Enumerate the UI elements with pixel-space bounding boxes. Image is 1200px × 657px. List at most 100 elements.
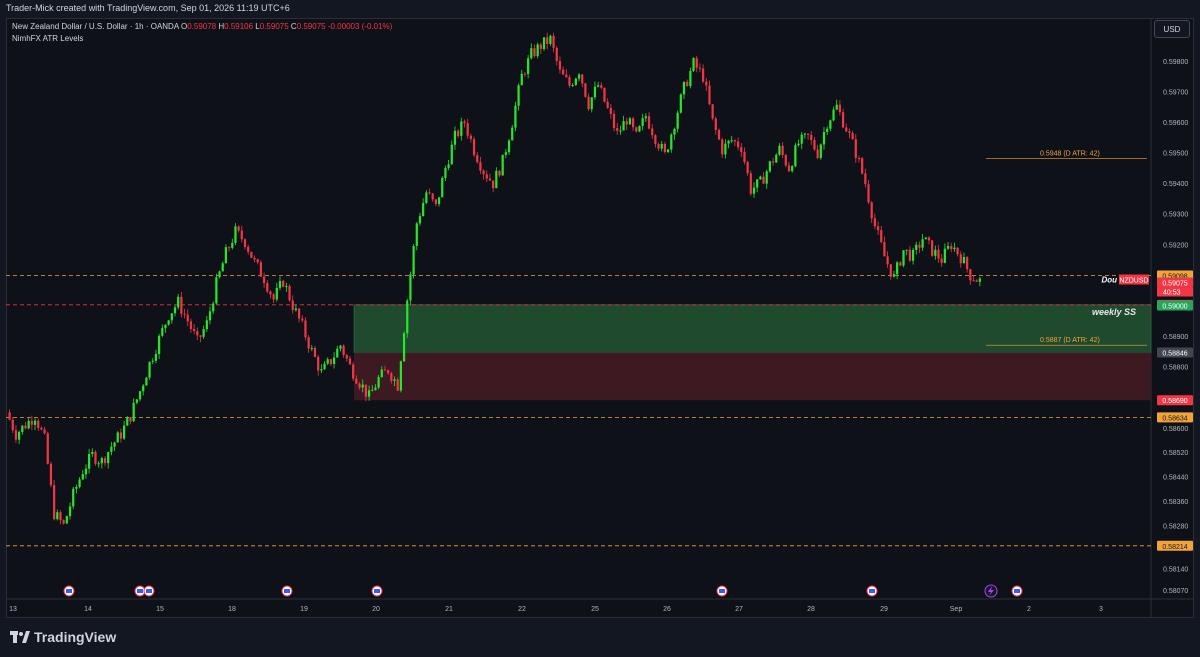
candle[interactable]: [631, 118, 635, 128]
candle[interactable]: [969, 269, 972, 281]
candle[interactable]: [568, 77, 571, 86]
candle[interactable]: [593, 86, 597, 98]
candle[interactable]: [402, 333, 406, 362]
candle[interactable]: [911, 249, 915, 261]
candle[interactable]: [822, 131, 826, 145]
candle[interactable]: [876, 226, 880, 231]
candle[interactable]: [686, 81, 689, 87]
candle[interactable]: [676, 112, 679, 129]
candle[interactable]: [886, 256, 889, 265]
candle[interactable]: [364, 384, 368, 397]
candle[interactable]: [237, 226, 240, 231]
candle[interactable]: [708, 85, 711, 105]
candle[interactable]: [466, 123, 469, 136]
candle[interactable]: [173, 307, 177, 314]
candle[interactable]: [682, 81, 686, 95]
candle[interactable]: [504, 152, 507, 155]
candle[interactable]: [962, 257, 966, 264]
candle[interactable]: [523, 73, 527, 75]
candle[interactable]: [717, 130, 721, 140]
candle[interactable]: [724, 143, 727, 155]
candle[interactable]: [806, 133, 810, 135]
candle[interactable]: [154, 353, 158, 361]
candle[interactable]: [892, 274, 896, 277]
candle[interactable]: [530, 48, 533, 59]
candle[interactable]: [129, 417, 132, 422]
candle[interactable]: [841, 112, 845, 128]
candle[interactable]: [132, 402, 135, 422]
candle[interactable]: [797, 143, 800, 146]
candle[interactable]: [581, 74, 584, 84]
candle[interactable]: [835, 104, 838, 110]
candle[interactable]: [740, 147, 743, 152]
candle[interactable]: [170, 313, 173, 321]
candle[interactable]: [393, 379, 396, 381]
candle[interactable]: [11, 419, 14, 431]
candle[interactable]: [441, 177, 444, 198]
candle[interactable]: [288, 286, 291, 301]
candle[interactable]: [371, 390, 374, 392]
candle[interactable]: [332, 357, 336, 365]
candle[interactable]: [151, 360, 154, 362]
candle[interactable]: [409, 274, 412, 301]
candle[interactable]: [848, 131, 851, 133]
candle[interactable]: [116, 432, 119, 443]
candle[interactable]: [186, 314, 189, 322]
candle[interactable]: [609, 107, 612, 114]
currency-button[interactable]: USD: [1154, 20, 1190, 38]
candle[interactable]: [542, 37, 546, 49]
demand-zone[interactable]: [353, 304, 1152, 353]
candle[interactable]: [62, 520, 65, 524]
candle[interactable]: [622, 121, 625, 131]
candle[interactable]: [654, 135, 657, 145]
candle[interactable]: [590, 97, 593, 110]
candle[interactable]: [212, 303, 215, 312]
candle[interactable]: [501, 154, 504, 176]
candle[interactable]: [832, 109, 835, 121]
candle[interactable]: [771, 161, 775, 163]
candle[interactable]: [135, 399, 138, 403]
candle[interactable]: [946, 246, 950, 249]
candle[interactable]: [934, 249, 937, 256]
candle[interactable]: [266, 283, 269, 292]
candle[interactable]: [813, 139, 816, 150]
candle[interactable]: [603, 87, 606, 102]
candle[interactable]: [749, 173, 752, 194]
candle[interactable]: [514, 105, 517, 128]
candle[interactable]: [628, 118, 632, 125]
candle[interactable]: [415, 223, 418, 246]
candle[interactable]: [673, 128, 676, 135]
candle[interactable]: [896, 262, 899, 275]
candle[interactable]: [107, 452, 110, 464]
candle[interactable]: [374, 387, 377, 391]
candle[interactable]: [418, 216, 422, 224]
candle[interactable]: [422, 203, 425, 217]
candle[interactable]: [918, 244, 921, 248]
candle[interactable]: [352, 364, 355, 379]
candle[interactable]: [768, 161, 772, 172]
candle[interactable]: [358, 383, 361, 388]
candle[interactable]: [743, 151, 746, 163]
candle[interactable]: [577, 74, 581, 79]
candle[interactable]: [978, 278, 981, 282]
candle[interactable]: [660, 143, 663, 149]
candle[interactable]: [383, 369, 387, 371]
candle[interactable]: [81, 474, 84, 480]
candle[interactable]: [126, 417, 129, 426]
candle[interactable]: [485, 174, 488, 179]
candle[interactable]: [759, 176, 762, 180]
candle[interactable]: [714, 118, 717, 131]
candle[interactable]: [215, 277, 218, 304]
candle[interactable]: [157, 335, 161, 354]
candle[interactable]: [33, 420, 37, 425]
candle[interactable]: [434, 199, 437, 205]
candle[interactable]: [953, 247, 956, 250]
candle[interactable]: [472, 139, 476, 156]
candle[interactable]: [425, 192, 428, 204]
candle[interactable]: [838, 104, 842, 113]
candle[interactable]: [91, 451, 94, 454]
candle[interactable]: [647, 116, 651, 129]
candle[interactable]: [507, 140, 511, 153]
candle[interactable]: [189, 321, 193, 330]
candle[interactable]: [348, 358, 352, 365]
